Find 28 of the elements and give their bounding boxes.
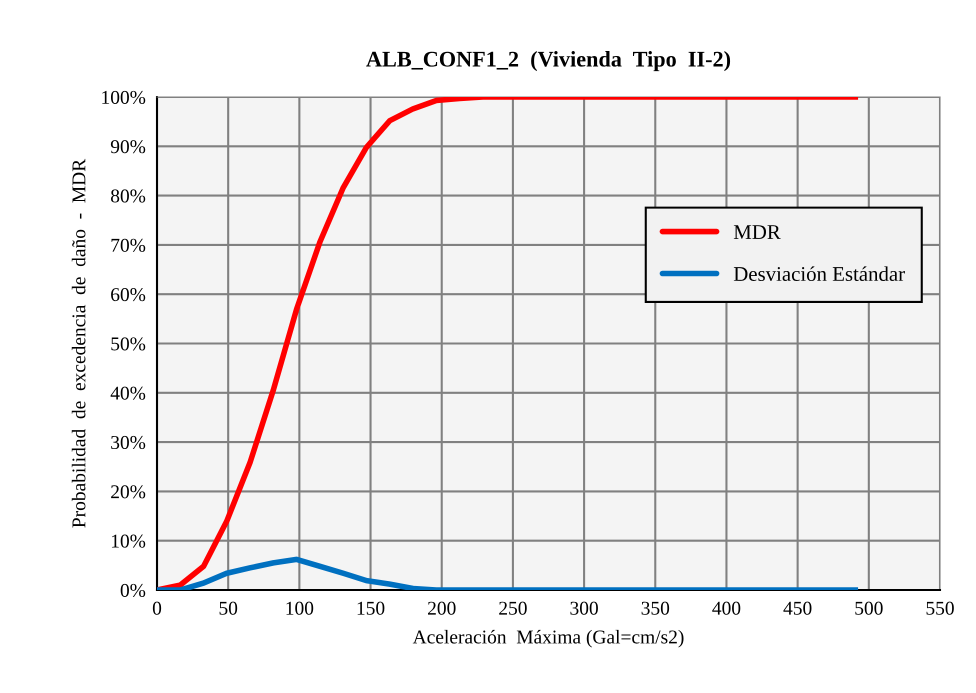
x-axis-title: Aceleración Máxima (Gal=cm/s2) (412, 630, 684, 648)
x-tick-label: 350 (642, 602, 670, 615)
x-tick-label: 100 (286, 602, 314, 615)
x-tick-label: 200 (428, 602, 456, 615)
y-tick-label: 70% (112, 238, 146, 252)
y-tick-label: 90% (110, 140, 146, 154)
x-tick-label: 250 (499, 602, 527, 615)
y-tick-label: 40% (110, 386, 146, 400)
y-tick-label: 10% (112, 534, 146, 548)
x-tick-label: 0 (152, 602, 162, 615)
y-tick-label: 30% (111, 436, 146, 450)
x-tick-label: 550 (926, 602, 954, 615)
y-axis-title: Probabilidad de excedencia de daño - MDR (72, 158, 86, 528)
y-tick-label: 20% (111, 485, 146, 498)
y-tick-label: 60% (111, 288, 146, 302)
y-tick-label: 100% (102, 90, 146, 104)
x-tick-label: 450 (783, 602, 812, 615)
chart-title: ALB_CONF1_2 (Vivienda Tipo II-2) (366, 51, 730, 72)
x-tick-label: 400 (712, 602, 740, 615)
y-tick-label: 50% (111, 337, 146, 350)
legend-label: MDR (734, 225, 781, 239)
y-tick-label: 80% (110, 189, 146, 203)
x-tick-label: 300 (570, 602, 598, 615)
x-tick-label: 50 (220, 602, 238, 615)
x-tick-label: 500 (855, 602, 883, 615)
y-tick-label: 0% (120, 584, 146, 597)
x-tick-label: 150 (358, 602, 384, 615)
legend-label: Desviación Estándar (734, 266, 905, 282)
